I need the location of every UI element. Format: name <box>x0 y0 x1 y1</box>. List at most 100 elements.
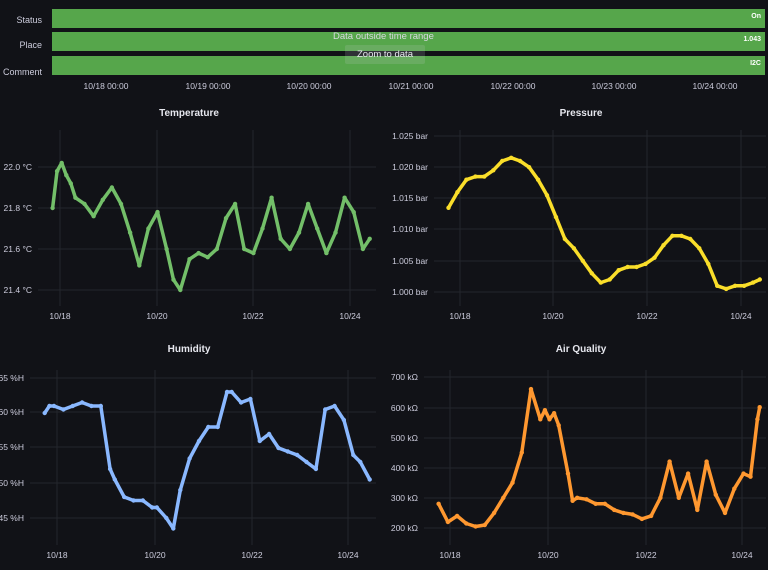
status-bar[interactable]: On <box>52 9 765 28</box>
y-tick-label: 22.0 °C <box>4 162 32 172</box>
data-point <box>229 389 234 395</box>
x-tick-label: 10/22 <box>635 550 657 560</box>
y-tick-label: 700 kΩ <box>391 372 418 382</box>
time-label: 10/18 00:00 <box>83 81 129 91</box>
data-point <box>73 195 78 200</box>
data-point <box>685 471 691 476</box>
data-point <box>278 236 283 241</box>
data-point <box>706 261 711 267</box>
data-point <box>70 403 75 409</box>
data-point <box>171 526 176 531</box>
zoom-to-data-button[interactable]: Zoom to data <box>345 45 425 64</box>
data-point <box>446 205 451 210</box>
y-tick-label: 1.000 bar <box>392 287 428 297</box>
data-point <box>79 400 85 405</box>
y-tick-label: 50 %H <box>0 478 24 488</box>
data-point <box>287 246 293 252</box>
data-point <box>544 193 550 198</box>
data-point <box>473 174 478 179</box>
data-point <box>517 158 523 164</box>
data-point <box>333 230 338 235</box>
y-tick-label: 1.010 bar <box>392 224 428 234</box>
x-tick-label: 10/24 <box>730 311 752 321</box>
data-point <box>510 480 515 485</box>
y-tick-label: 300 kΩ <box>391 493 418 503</box>
x-tick-label: 10/20 <box>542 311 564 321</box>
time-label: 10/19 00:00 <box>185 81 231 91</box>
data-point <box>42 410 47 416</box>
data-point <box>332 403 337 409</box>
data-point <box>140 498 146 503</box>
data-point <box>630 512 635 517</box>
data-point <box>724 286 729 292</box>
data-point <box>171 277 176 282</box>
y-tick-label: 1.015 bar <box>392 193 428 203</box>
data-point <box>670 233 675 238</box>
place-bar[interactable]: 1.043 <box>52 32 765 51</box>
y-tick-label: 1.025 bar <box>392 131 428 141</box>
data-point <box>598 280 603 285</box>
data-point <box>248 396 253 402</box>
data-point <box>266 431 272 437</box>
row-label-status: Status <box>16 15 42 25</box>
time-label: 10/22 00:00 <box>490 81 536 91</box>
data-point <box>732 486 737 491</box>
y-tick-label: 55 %H <box>0 442 24 452</box>
data-point <box>464 521 469 526</box>
y-tick-label: 1.020 bar <box>392 162 428 172</box>
x-tick-label: 10/24 <box>339 311 361 321</box>
data-point <box>323 407 328 412</box>
data-point <box>634 264 639 270</box>
data-point <box>360 246 366 252</box>
data-point <box>553 214 559 220</box>
data-point <box>91 214 96 219</box>
humidity-title: Humidity <box>167 344 211 355</box>
data-point <box>445 519 451 525</box>
comment-bar[interactable]: I2C <box>52 56 765 75</box>
data-point <box>607 277 612 282</box>
x-tick-label: 10/18 <box>46 550 68 560</box>
x-tick-label: 10/24 <box>337 550 359 560</box>
time-label: 10/24 00:00 <box>692 81 738 91</box>
place-value: 1.043 <box>743 36 761 43</box>
data-point <box>616 268 621 273</box>
data-point <box>98 403 104 409</box>
data-point <box>482 522 487 528</box>
data-point <box>232 201 238 207</box>
data-point <box>313 466 319 472</box>
comment-value: I2C <box>750 60 761 67</box>
x-tick-label: 10/20 <box>146 311 168 321</box>
series-line <box>50 161 372 292</box>
data-point <box>47 403 52 409</box>
data-point <box>652 255 657 260</box>
data-point <box>575 495 580 500</box>
x-tick-label: 10/22 <box>242 311 264 321</box>
data-point <box>196 250 201 256</box>
data-point <box>535 177 541 182</box>
data-point <box>757 405 762 410</box>
data-point <box>178 287 183 293</box>
data-point <box>732 283 738 288</box>
data-point <box>491 168 496 173</box>
data-point <box>324 250 329 256</box>
humidity-chart: 65 %H 60 %H 55 %H 50 %H 45 %H 10/18 10/20 10/22… <box>0 370 376 560</box>
x-tick-label: 10/24 <box>731 550 753 560</box>
data-point <box>473 524 478 529</box>
data-point <box>436 501 441 506</box>
y-tick-label: 21.8 °C <box>4 203 32 213</box>
data-point <box>315 226 320 231</box>
data-point <box>528 386 534 392</box>
data-point <box>223 216 229 221</box>
data-point <box>305 201 311 207</box>
data-point <box>722 510 728 516</box>
data-point <box>755 417 760 422</box>
data-point <box>107 466 113 472</box>
data-point <box>658 495 663 500</box>
data-point <box>89 403 94 409</box>
data-point <box>257 438 262 444</box>
data-point <box>68 181 74 186</box>
data-point <box>131 498 136 503</box>
data-point <box>164 246 169 252</box>
x-tick-label: 10/18 <box>449 311 471 321</box>
